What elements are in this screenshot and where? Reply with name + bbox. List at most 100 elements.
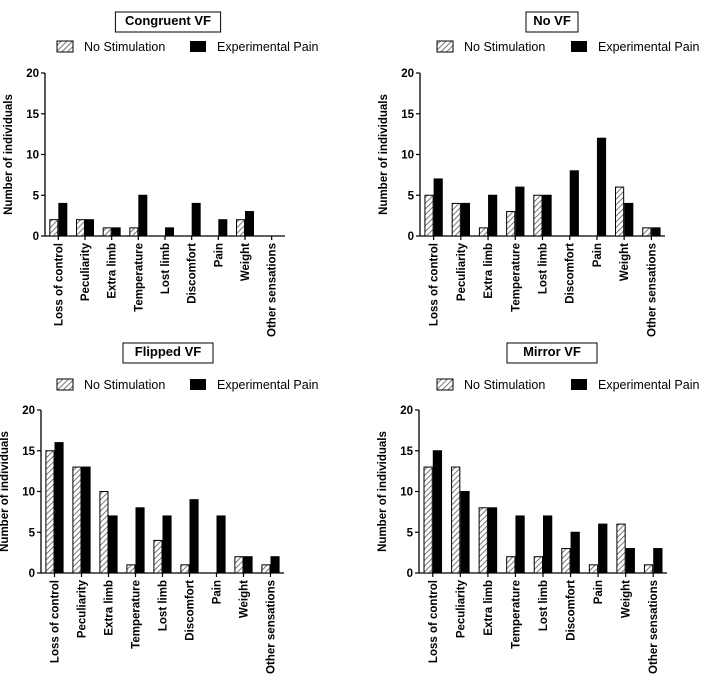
legend: No Stimulation Experimental Pain: [56, 40, 318, 54]
bar-experimental-pain-other-sensations: [270, 556, 280, 574]
x-tick-label-other-sensations: Other sensations: [646, 243, 658, 337]
chart-panel-congruent-vf: Congruent VF No Stimulation Experimental P…: [3, 11, 318, 337]
bar-experimental-pain-temperature: [135, 507, 145, 574]
x-tick-label-pain: Pain: [213, 243, 225, 267]
legend-swatch-no-stimulation: [436, 378, 454, 391]
legend-label-experimental-pain: Experimental Pain: [598, 40, 699, 54]
bar-experimental-pain-peculiarity: [81, 466, 91, 574]
bar-experimental-pain-lost-limb: [162, 515, 172, 574]
bar-no-stimulation-lost-limb: [533, 556, 544, 574]
legend-label-no-stimulation: No Stimulation: [464, 378, 545, 392]
bar-experimental-pain-extra-limb: [108, 515, 118, 574]
bar-experimental-pain-discomfort: [191, 202, 201, 237]
x-tick-label-discomfort: Discomfort: [185, 580, 197, 641]
bar-experimental-pain-weight: [245, 211, 254, 237]
legend: No Stimulation Experimental Pain: [56, 378, 318, 392]
bar-no-stimulation-peculiarity: [76, 219, 85, 237]
bar-experimental-pain-pain: [218, 219, 228, 237]
bar-no-stimulation-pain: [588, 564, 599, 574]
x-tick-label-loss-of-control: Loss of control: [428, 580, 440, 663]
x-tick-label-lost-limb: Lost limb: [160, 243, 172, 294]
bar-experimental-pain-temperature: [515, 186, 525, 237]
y-axis-label: Number of individuals: [377, 431, 389, 552]
y-tick-label: 10: [400, 487, 413, 499]
bar-no-stimulation-discomfort: [180, 564, 190, 574]
bar-experimental-pain-discomfort: [569, 170, 579, 237]
bar-no-stimulation-other-sensations: [642, 227, 652, 237]
legend-swatch-no-stimulation: [56, 40, 74, 53]
x-tick-label-other-sensations: Other sensations: [267, 243, 279, 337]
bar-no-stimulation-lost-limb: [533, 194, 543, 237]
x-tick-label-extra-limb: Extra limb: [104, 580, 116, 636]
bar-experimental-pain-lost-limb: [543, 515, 553, 574]
bar-no-stimulation-temperature: [129, 227, 139, 237]
bar-no-stimulation-other-sensations: [643, 564, 654, 574]
x-tick-label-weight: Weight: [240, 243, 252, 281]
y-tick-label: 10: [401, 150, 414, 162]
x-tick-label-other-sensations: Other sensations: [266, 580, 278, 674]
bar-experimental-pain-other-sensations: [653, 548, 663, 574]
bar-experimental-pain-pain: [596, 137, 607, 237]
x-tick-label-loss-of-control: Loss of control: [50, 580, 62, 663]
chart-panel-no-vf: No VF No Stimulation Experimental Pain Numb…: [378, 11, 699, 337]
bar-no-stimulation-peculiarity: [451, 202, 461, 237]
bar-no-stimulation-peculiarity: [451, 466, 461, 574]
y-axis-label: Number of individuals: [0, 431, 11, 552]
bar-experimental-pain-loss-of-control: [54, 442, 64, 574]
legend-label-no-stimulation: No Stimulation: [464, 40, 545, 54]
x-tick-label-peculiarity: Peculiarity: [77, 579, 89, 638]
y-tick-label: 5: [408, 190, 415, 202]
bar-experimental-pain-weight: [243, 556, 253, 574]
bar-no-stimulation-temperature: [126, 564, 136, 574]
legend-swatch-no-stimulation: [56, 378, 74, 391]
bar-experimental-pain-temperature: [138, 194, 148, 237]
bar-experimental-pain-loss-of-control: [432, 450, 443, 574]
y-tick-label: 0: [408, 231, 414, 243]
x-tick-label-lost-limb: Lost limb: [158, 580, 170, 631]
chart-panel-flipped-vf: Flipped VF No Stimulation Experimental Pai…: [0, 342, 318, 674]
x-tick-label-peculiarity: Peculiarity: [456, 242, 468, 301]
legend-label-no-stimulation: No Stimulation: [84, 40, 165, 54]
y-tick-label: 5: [33, 190, 40, 202]
bar-experimental-pain-discomfort: [189, 499, 199, 574]
bar-experimental-pain-loss-of-control: [58, 202, 68, 237]
chart-title-box: [122, 342, 214, 364]
y-tick-label: 5: [407, 527, 414, 539]
x-tick-label-discomfort: Discomfort: [566, 580, 578, 641]
bar-experimental-pain-peculiarity: [460, 202, 471, 237]
x-tick-label-pain: Pain: [212, 580, 224, 604]
chart-title-box: [525, 11, 579, 33]
bar-no-stimulation-discomfort: [561, 548, 571, 574]
bar-no-stimulation-extra-limb: [99, 491, 109, 574]
bar-no-stimulation-weight: [236, 219, 245, 237]
bar-no-stimulation-loss-of-control: [45, 450, 55, 574]
legend-swatch-experimental-pain: [190, 379, 206, 390]
chart-title-box: [506, 342, 598, 364]
bar-experimental-pain-extra-limb: [488, 194, 498, 237]
legend-swatch-experimental-pain: [190, 41, 206, 52]
x-tick-label-other-sensations: Other sensations: [648, 580, 660, 674]
chart-title: Congruent VF: [125, 13, 211, 28]
y-tick-label: 0: [33, 231, 39, 243]
y-tick-label: 10: [22, 487, 35, 499]
bar-no-stimulation-loss-of-control: [423, 466, 433, 574]
bar-experimental-pain-pain: [598, 523, 608, 574]
y-tick-label: 15: [26, 109, 39, 121]
x-tick-label-loss-of-control: Loss of control: [53, 243, 65, 326]
x-tick-label-extra-limb: Extra limb: [107, 243, 119, 299]
y-tick-label: 15: [22, 446, 35, 458]
bar-no-stimulation-extra-limb: [478, 227, 489, 237]
bar-experimental-pain-peculiarity: [460, 491, 470, 574]
bar-experimental-pain-extra-limb: [111, 227, 121, 237]
legend-label-experimental-pain: Experimental Pain: [217, 40, 318, 54]
legend-swatch-experimental-pain: [571, 41, 587, 52]
legend-label-experimental-pain: Experimental Pain: [598, 378, 699, 392]
legend-label-no-stimulation: No Stimulation: [84, 378, 165, 392]
bar-no-stimulation-loss-of-control: [424, 194, 434, 237]
x-tick-label-extra-limb: Extra limb: [483, 580, 495, 636]
legend-label-experimental-pain: Experimental Pain: [217, 378, 318, 392]
bar-no-stimulation-peculiarity: [72, 466, 82, 574]
bar-no-stimulation-extra-limb: [102, 227, 112, 237]
y-tick-label: 15: [400, 446, 413, 458]
